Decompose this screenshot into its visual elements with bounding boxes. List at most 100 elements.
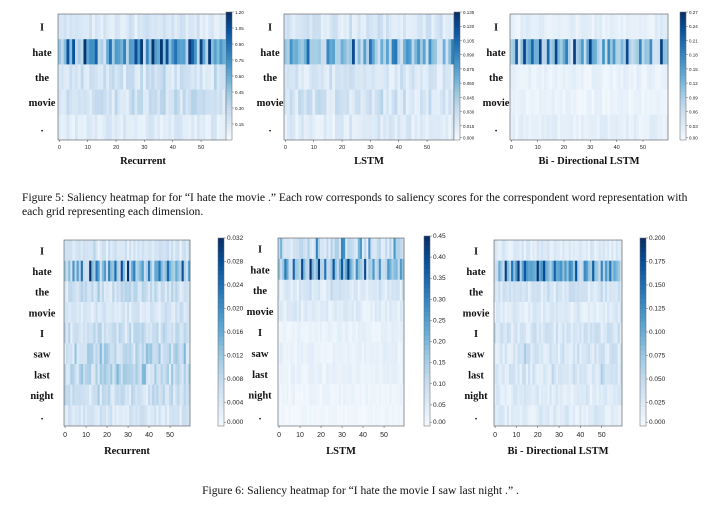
heatmap-cell bbox=[558, 405, 561, 427]
heatmap-cell bbox=[544, 14, 548, 40]
heatmap-cell bbox=[528, 64, 532, 90]
heatmap-cell bbox=[579, 302, 582, 323]
heatmap-cell bbox=[185, 39, 189, 65]
heatmap-cell bbox=[558, 281, 561, 303]
panel-title: Recurrent bbox=[104, 446, 150, 457]
heatmap-cell bbox=[646, 114, 650, 141]
heatmap-cell bbox=[97, 405, 101, 427]
heatmap-cell bbox=[513, 281, 516, 303]
heatmap-cell bbox=[349, 405, 352, 427]
heatmap-cell bbox=[558, 302, 561, 323]
heatmap-cell bbox=[135, 240, 138, 261]
heatmap-cell bbox=[332, 384, 336, 406]
heatmap-cell bbox=[357, 300, 361, 322]
heatmap-cell bbox=[290, 321, 294, 343]
heatmap-cell bbox=[143, 322, 147, 344]
heatmap-cell bbox=[387, 300, 390, 322]
heatmap-cell bbox=[150, 281, 153, 303]
row-label: movie bbox=[257, 98, 284, 109]
heatmap-cell bbox=[517, 343, 520, 365]
heatmap-cell bbox=[538, 64, 542, 90]
row-label: the bbox=[253, 286, 267, 297]
heatmap-cell bbox=[538, 302, 542, 323]
heatmap-cell bbox=[313, 238, 317, 260]
heatmap-cell bbox=[585, 240, 589, 261]
heatmap-cell bbox=[619, 364, 623, 385]
heatmap-cell bbox=[513, 405, 516, 427]
colorbar-tick-label: 0.000 bbox=[227, 419, 244, 426]
heatmap-cell bbox=[506, 260, 510, 282]
heatmap-cell bbox=[546, 14, 550, 40]
heatmap-cell bbox=[534, 260, 538, 282]
heatmap-cell bbox=[583, 343, 587, 365]
heatmap-cell bbox=[76, 364, 80, 385]
heatmap-cell bbox=[154, 89, 158, 115]
heatmap-cell bbox=[665, 89, 669, 115]
heatmap-cell bbox=[182, 39, 186, 65]
heatmap-cell bbox=[95, 322, 98, 344]
heatmap-cell bbox=[152, 384, 155, 406]
heatmap-cell bbox=[376, 258, 380, 280]
heatmap-cell bbox=[572, 302, 576, 323]
heatmap-cell bbox=[123, 114, 127, 141]
heatmap-cell bbox=[284, 14, 288, 40]
heatmap-cell bbox=[389, 238, 392, 260]
heatmap-cell bbox=[549, 260, 552, 282]
figure-5-caption: Figure 5: Saliency heatmap for for “I ha… bbox=[22, 191, 688, 218]
heatmap-cell bbox=[609, 281, 612, 303]
heatmap-cell bbox=[414, 14, 418, 40]
heatmap-cell bbox=[525, 64, 529, 90]
heatmap-cell bbox=[183, 302, 187, 323]
heatmap-cell bbox=[87, 364, 90, 385]
heatmap-cell bbox=[562, 343, 565, 365]
heatmap-cell bbox=[320, 114, 325, 141]
heatmap-cell bbox=[494, 405, 497, 427]
heatmap-cell bbox=[135, 405, 138, 427]
heatmap-cell bbox=[613, 302, 616, 323]
heatmap-cell bbox=[101, 343, 105, 365]
heatmap-cell bbox=[445, 64, 449, 90]
heatmap-cell bbox=[560, 322, 563, 344]
heatmap-cell bbox=[349, 39, 353, 65]
heatmap-cell bbox=[168, 114, 172, 141]
heatmap-cell bbox=[371, 114, 376, 141]
heatmap-cell bbox=[284, 238, 287, 260]
heatmap-cell bbox=[343, 405, 346, 427]
heatmap-cell bbox=[611, 281, 614, 303]
heatmap-cell bbox=[397, 258, 401, 280]
heatmap-cell bbox=[594, 14, 598, 40]
heatmap-cell bbox=[128, 39, 133, 65]
heatmap-cell bbox=[315, 384, 319, 406]
heatmap-cell bbox=[568, 302, 572, 323]
heatmap-cell bbox=[100, 39, 104, 65]
heatmap-cell bbox=[131, 114, 135, 141]
heatmap-cell bbox=[332, 238, 336, 260]
heatmap-cell bbox=[520, 89, 524, 115]
heatmap-cell bbox=[137, 281, 140, 303]
heatmap-cell bbox=[295, 39, 299, 65]
heatmap-cell bbox=[80, 322, 84, 344]
heatmap-cell bbox=[536, 64, 540, 90]
heatmap-cell bbox=[78, 405, 82, 427]
heatmap-cell bbox=[520, 114, 524, 141]
heatmap-cell bbox=[602, 64, 606, 90]
heatmap-cell bbox=[320, 238, 323, 260]
heatmap-cell bbox=[566, 384, 570, 406]
heatmap-cell bbox=[156, 364, 159, 385]
heatmap-cell bbox=[564, 384, 567, 406]
heatmap-cell bbox=[395, 342, 399, 364]
heatmap-cell bbox=[590, 240, 593, 261]
heatmap-cell bbox=[528, 39, 532, 65]
heatmap-cell bbox=[623, 89, 627, 115]
heatmap-cell bbox=[611, 302, 614, 323]
heatmap-cell bbox=[177, 14, 181, 40]
heatmap-cell bbox=[74, 364, 77, 385]
heatmap-cell bbox=[610, 89, 614, 115]
heatmap-cell bbox=[400, 89, 404, 115]
heatmap-cell bbox=[114, 39, 118, 65]
heatmap-cell bbox=[417, 14, 421, 40]
heatmap-cell bbox=[543, 364, 546, 385]
colorbar-tick-label: 0.09 bbox=[689, 95, 698, 100]
heatmap-cell bbox=[517, 64, 521, 90]
heatmap-cell bbox=[298, 114, 302, 141]
